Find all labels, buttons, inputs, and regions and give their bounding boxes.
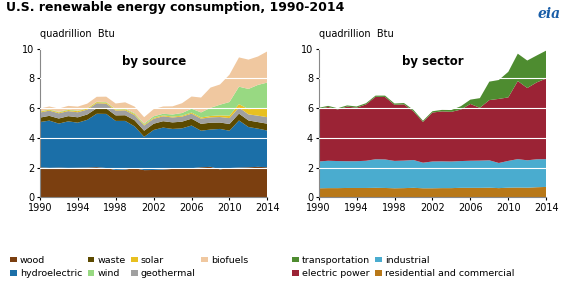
Legend: wood, hydroelectric, waste, wind, solar, geothermal, biofuels: wood, hydroelectric, waste, wind, solar,… xyxy=(7,253,251,281)
Text: U.S. renewable energy consumption, 1990-2014: U.S. renewable energy consumption, 1990-… xyxy=(6,1,344,14)
Text: eia: eia xyxy=(537,7,560,21)
Text: by sector: by sector xyxy=(402,55,463,67)
Text: by source: by source xyxy=(122,55,185,67)
Text: quadrillion  Btu: quadrillion Btu xyxy=(40,29,114,39)
Legend: transportation, electric power, industrial, residential and commercial: transportation, electric power, industri… xyxy=(289,253,517,281)
Text: quadrillion  Btu: quadrillion Btu xyxy=(319,29,393,39)
